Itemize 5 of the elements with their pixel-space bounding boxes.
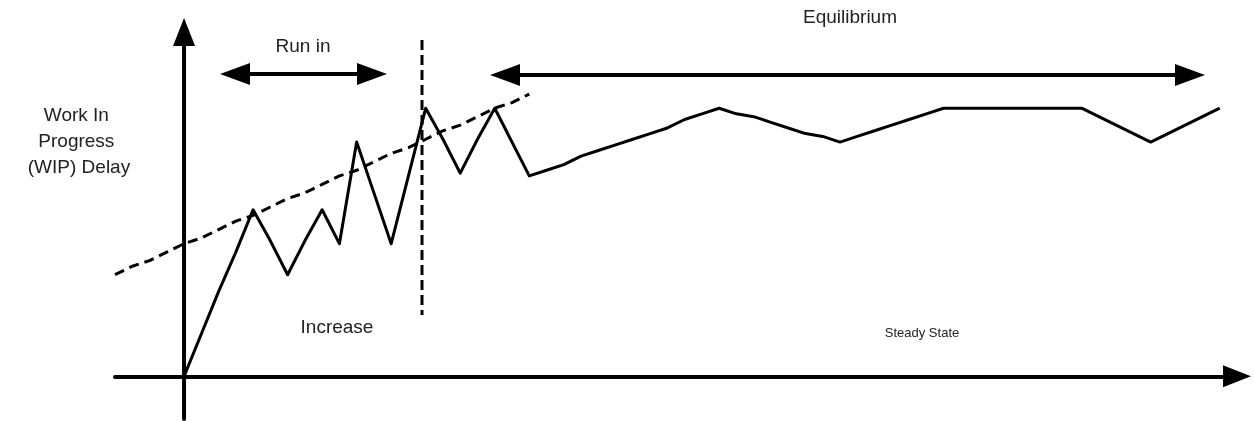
annotation: Increase bbox=[300, 315, 374, 337]
y-axis-title: Work In Progress (WIP) Delay bbox=[27, 103, 131, 177]
text: Run in bbox=[275, 34, 331, 56]
annotation: Steady State bbox=[884, 324, 960, 340]
text: Equilibrium bbox=[803, 5, 897, 27]
